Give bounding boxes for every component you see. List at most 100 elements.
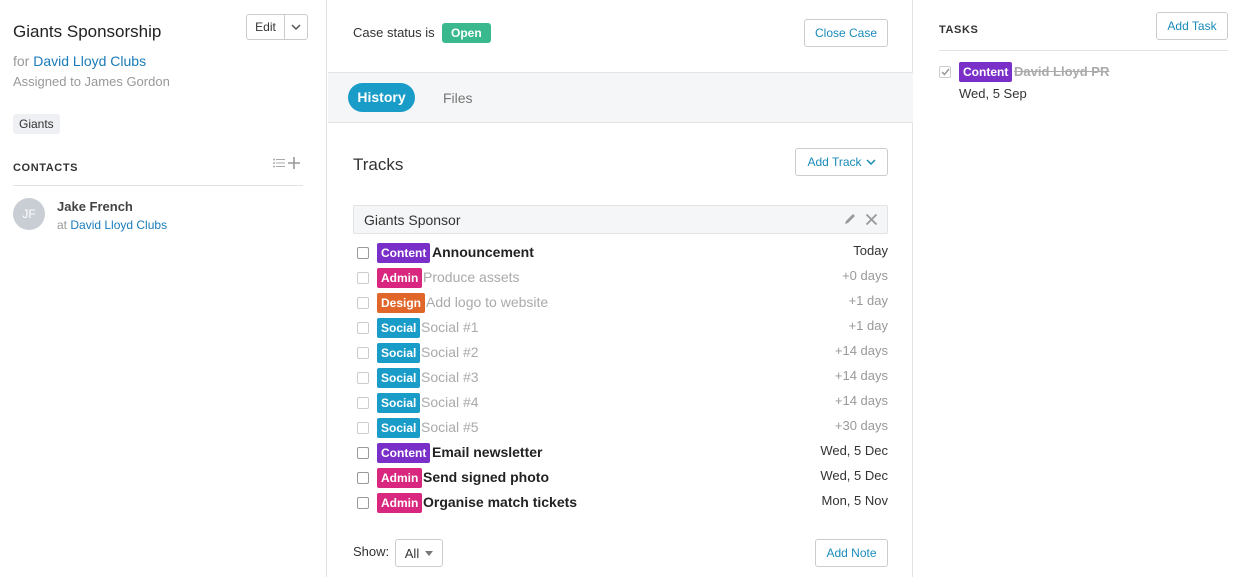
track-task-row: Content Email newsletter Wed, 5 Dec [353,442,888,464]
task-due: Mon, 5 Nov [821,493,888,508]
task-title[interactable]: Organise match tickets [423,494,578,510]
task-checkbox[interactable] [357,472,369,484]
task-title[interactable]: Send signed photo [423,469,549,485]
status-label: Case status is [353,25,435,40]
task-title[interactable]: Produce assets [423,269,520,285]
task-checkbox[interactable] [357,297,369,309]
edit-button[interactable]: Edit [247,15,285,39]
add-contact-icon[interactable] [287,156,301,170]
case-tag[interactable]: Giants [13,114,60,134]
track-group-actions [843,212,878,226]
task-category-badge: Admin [377,268,423,288]
task-checkbox[interactable] [357,247,369,259]
task-checkbox[interactable] [357,397,369,409]
track-task-row: Admin Produce assets +0 days [353,267,888,289]
contact-name[interactable]: Jake French [57,199,133,214]
task-checkbox[interactable] [939,66,951,78]
track-task-row: Design Add logo to website +1 day [353,292,888,314]
track-task-row: Content Announcement Today [353,242,888,264]
case-client-line: for David Lloyd Clubs [13,53,146,69]
contact-org-link[interactable]: David Lloyd Clubs [70,218,168,232]
checkmark-icon [940,68,950,76]
divider [13,185,303,186]
chevron-down-icon [291,24,301,30]
close-icon[interactable] [865,213,878,226]
contact-org-line: at David Lloyd Clubs [57,218,167,232]
edit-button-group: Edit [246,14,308,40]
pencil-icon[interactable] [843,212,857,226]
task-title[interactable]: Social #3 [421,369,479,385]
task-due: Wed, 5 Dec [820,443,888,458]
task-due: +0 days [842,268,888,283]
task-category-badge: Content [959,62,1013,82]
task-category-badge: Admin [377,493,423,513]
task-category-badge: Content [377,243,431,263]
task-title[interactable]: Email newsletter [432,444,543,460]
chevron-down-icon [865,159,876,165]
task-date: Wed, 5 Sep [959,86,1027,101]
add-track-label: Add Track [807,155,862,169]
task-checkbox[interactable] [357,447,369,459]
task-due: +14 days [834,343,888,358]
show-filter-select[interactable]: All [395,539,443,567]
task-checkbox[interactable] [357,347,369,359]
tab-files[interactable]: Files [443,90,473,106]
avatar: JF [13,198,45,230]
task-category-badge: Social [377,368,421,388]
tasks-panel: TASKS Add Task Content David Lloyd PR We… [914,0,1243,577]
add-note-button[interactable]: Add Note [815,539,888,567]
contacts-actions [273,156,301,170]
task-due: +14 days [834,368,888,383]
status-bar: Case status is Open Close Case [328,0,913,73]
track-group-name: Giants Sponsor [364,212,461,228]
track-task-row: Social Social #1 +1 day [353,317,888,339]
task-category-badge: Social [377,343,421,363]
task-title[interactable]: Social #1 [421,319,479,335]
case-sidebar: Giants Sponsorship Edit for David Lloyd … [0,0,327,577]
task-due: +1 day [848,318,888,333]
track-task-row: Social Social #2 +14 days [353,342,888,364]
task-checkbox[interactable] [357,372,369,384]
case-title: Giants Sponsorship [13,22,162,41]
task-category-badge: Content [377,443,431,463]
divider [939,50,1228,51]
task-checkbox[interactable] [357,272,369,284]
caret-down-icon [425,550,434,556]
task-title[interactable]: Announcement [432,244,534,260]
track-task-row: Social Social #5 +30 days [353,417,888,439]
tasks-heading: TASKS [939,24,979,36]
show-filter-value: All [404,545,420,561]
task-checkbox[interactable] [357,422,369,434]
close-case-button[interactable]: Close Case [804,19,888,47]
track-group-header: Giants Sponsor [353,205,888,234]
task-title[interactable]: David Lloyd PR [1014,64,1110,79]
task-category-badge: Design [377,293,426,313]
add-task-button[interactable]: Add Task [1156,12,1228,40]
show-label: Show: [353,544,390,559]
task-title[interactable]: Add logo to website [426,294,549,310]
at-prefix: at [57,218,68,232]
task-checkbox[interactable] [357,322,369,334]
task-category-badge: Social [377,318,421,338]
list-icon[interactable] [273,158,285,168]
tab-history[interactable]: History [348,83,415,112]
assigned-to: Assigned to James Gordon [13,74,170,89]
task-title[interactable]: Social #5 [421,419,479,435]
task-checkbox[interactable] [357,497,369,509]
task-due: Today [853,243,888,258]
add-track-button[interactable]: Add Track [795,148,888,176]
task-title[interactable]: Social #4 [421,394,479,410]
task-title[interactable]: Social #2 [421,344,479,360]
client-link[interactable]: David Lloyd Clubs [33,53,147,69]
edit-dropdown-button[interactable] [285,15,307,39]
task-category-badge: Admin [377,468,423,488]
contacts-heading: CONTACTS [13,162,79,174]
task-category-badge: Social [377,393,421,413]
for-prefix: for [13,53,30,69]
tabs-bar: History Files [328,73,913,123]
track-task-row: Social Social #3 +14 days [353,367,888,389]
case-main: Case status is Open Close Case History F… [328,0,913,577]
task-due: +30 days [834,418,888,433]
task-due: +14 days [834,393,888,408]
track-task-row: Admin Send signed photo Wed, 5 Dec [353,467,888,489]
